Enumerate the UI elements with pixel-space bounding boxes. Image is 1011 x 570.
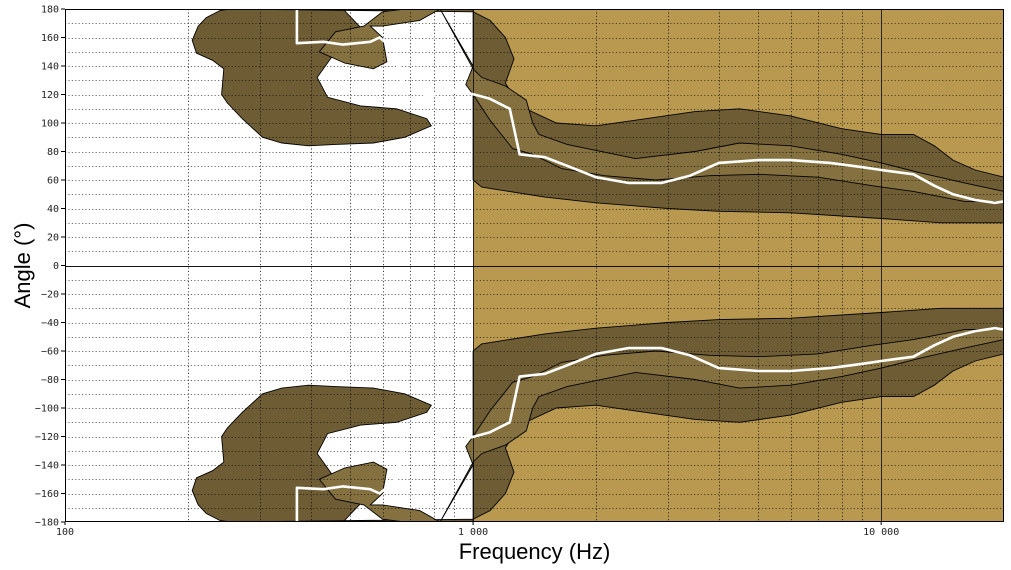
y-tick-label: 0 [53,261,59,272]
y-tick-label: −140 [35,461,59,472]
y-tick-label: 140 [41,62,59,73]
y-tick-label: 40 [47,204,59,215]
y-tick-label: 60 [47,176,59,187]
plot-frame [65,9,1004,522]
median-line-lower [295,326,1004,522]
y-tick-label: −100 [35,404,59,415]
y-tick-label: −20 [41,290,59,301]
x-tick-label: 10 000 [863,527,899,538]
y-tick-label: −120 [35,432,59,443]
y-tick-label: 120 [41,90,59,101]
x-tick-label: 100 [56,527,74,538]
inner-band-lower [318,329,1004,522]
y-tick-label: 80 [47,147,59,158]
y-tick-label: 20 [47,233,59,244]
y-tick-label: 160 [41,33,59,44]
y-tick-label: −80 [41,375,59,386]
y-tick-label: 180 [41,5,59,16]
x-axis-title: Frequency (Hz) [459,539,611,564]
inner-band-upper [318,9,1004,202]
y-tick-label: −160 [35,489,59,500]
y-tick-label: −40 [41,318,59,329]
light-region-upper [473,9,1004,522]
median-line-upper [295,9,1004,205]
y-tick-label: −60 [41,347,59,358]
x-tick-label: 1 000 [458,527,488,538]
y-tick-label: −180 [35,518,59,529]
y-tick-label: 100 [41,119,59,130]
y-axis-title: Angle (°) [10,223,35,309]
